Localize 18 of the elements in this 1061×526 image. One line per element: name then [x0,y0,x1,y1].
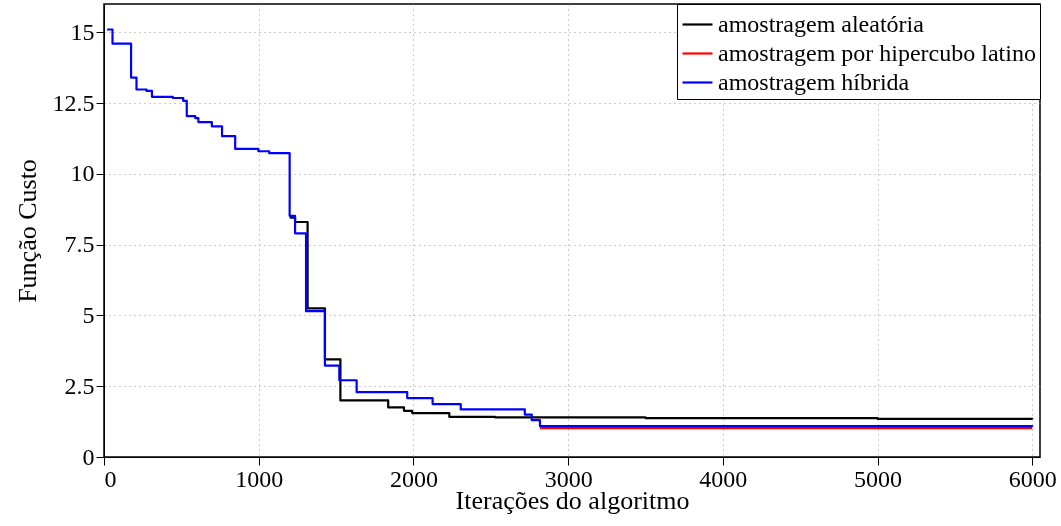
x-tick-label: 5000 [854,465,903,492]
x-tick-label: 2000 [389,465,438,492]
y-tick-label: 2.5 [64,372,95,399]
y-tick-label: 10 [70,160,95,187]
x-tick-label: 1000 [235,465,284,492]
y-tick-label: 7.5 [64,231,95,258]
y-tick-label: 15 [70,18,95,45]
x-tick-label: 0 [104,465,117,492]
legend-label: amostragem por hipercubo latino [718,39,1036,66]
y-tick-label: 12.5 [52,89,95,116]
legend-label: amostragem híbrida [718,68,910,95]
y-tick-label: 5 [82,301,95,328]
x-tick-label: 4000 [699,465,748,492]
legend-label: amostragem aleatória [718,10,925,37]
x-tick-label: 3000 [544,465,593,492]
y-tick-label: 0 [82,443,95,470]
y-axis-title: Função Custo [12,159,42,303]
x-tick-label: 6000 [1008,465,1057,492]
